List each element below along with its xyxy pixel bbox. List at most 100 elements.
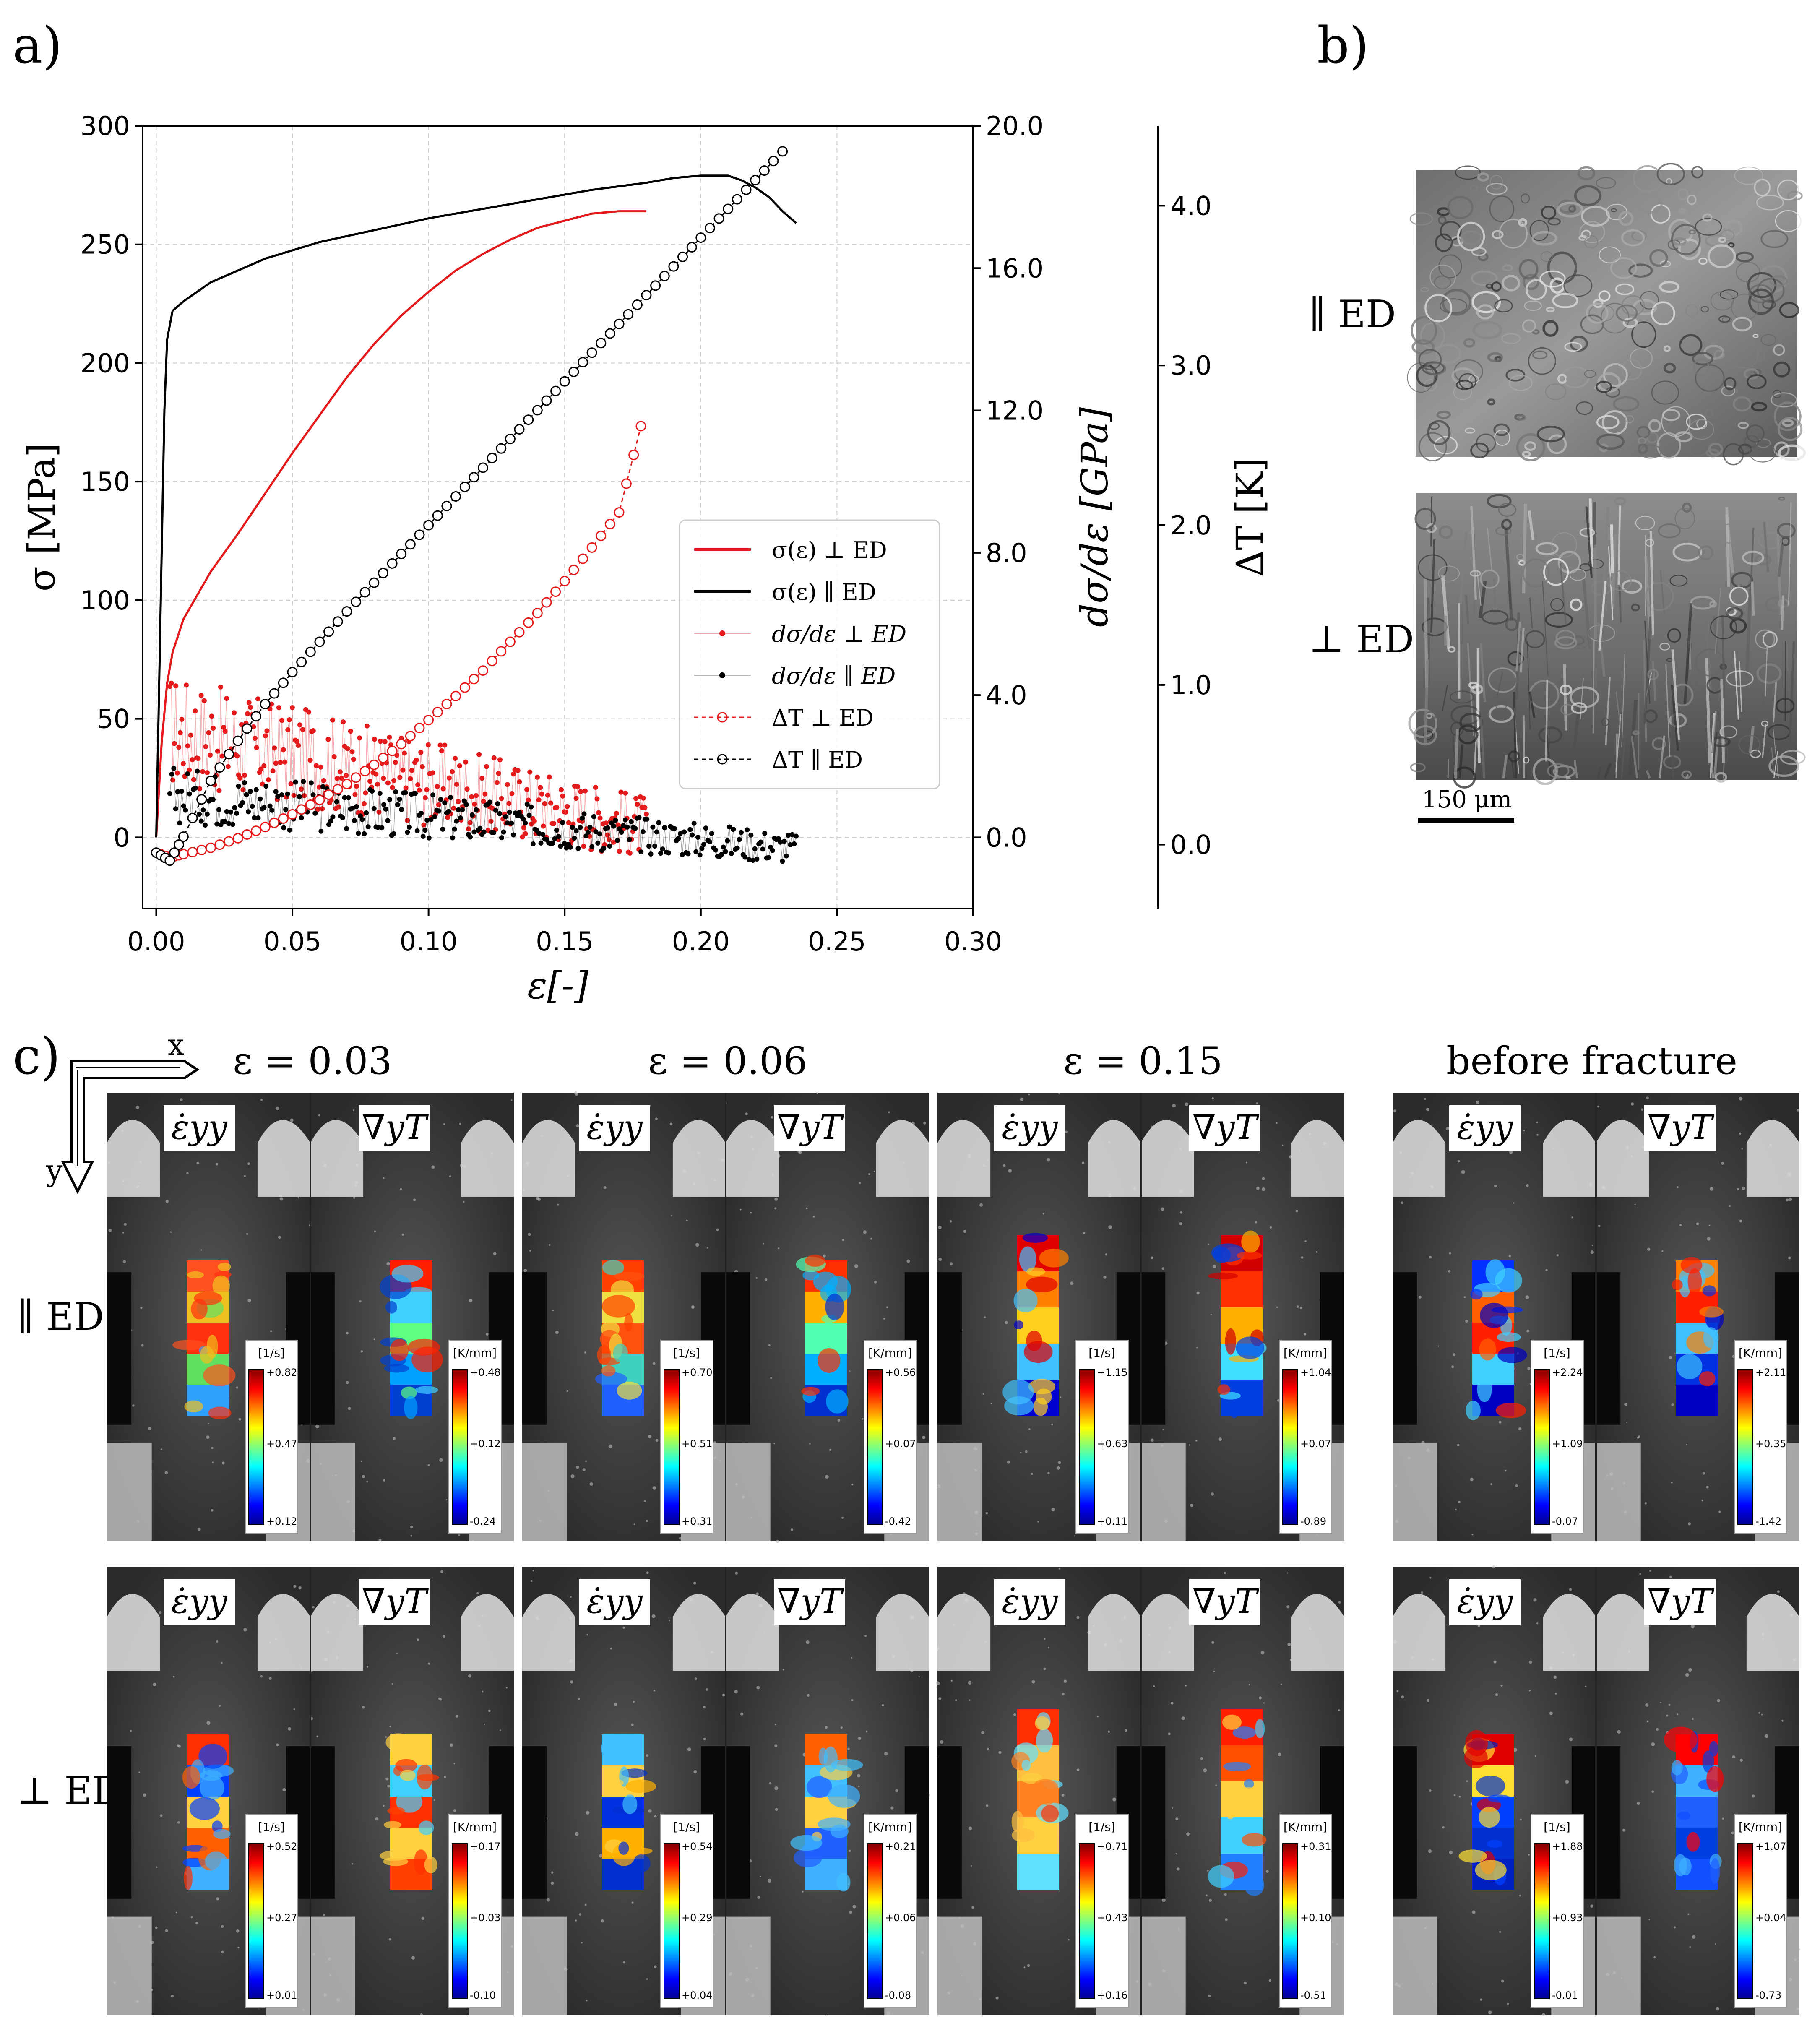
sem-streak bbox=[1527, 641, 1531, 729]
sem-dimple bbox=[1773, 344, 1785, 356]
sem-dimple bbox=[1601, 718, 1609, 726]
speckle bbox=[886, 1306, 888, 1308]
strain-rate-map bbox=[1458, 1730, 1514, 1890]
data-point bbox=[596, 530, 607, 541]
data-point bbox=[341, 606, 352, 617]
legend-entry-dsde-perp: dσ/dε ⊥ ED bbox=[694, 621, 906, 647]
data-point bbox=[248, 705, 253, 710]
speckle bbox=[1200, 1757, 1203, 1760]
data-point bbox=[305, 646, 316, 657]
speckle bbox=[1208, 1994, 1211, 1997]
sem-streak bbox=[1528, 691, 1536, 718]
speckle bbox=[229, 1837, 231, 1839]
map-blob bbox=[390, 1339, 409, 1361]
sem-streak bbox=[1487, 528, 1492, 570]
field-label-grad-box bbox=[1644, 1105, 1716, 1151]
data-point bbox=[488, 819, 494, 824]
speckle bbox=[979, 1203, 983, 1207]
colorbar-gradient bbox=[664, 1369, 680, 1525]
data-point bbox=[745, 827, 750, 833]
sem-dimple bbox=[1438, 525, 1453, 539]
data-point bbox=[240, 800, 245, 805]
map-blob bbox=[1038, 1780, 1057, 1805]
data-point bbox=[365, 824, 371, 830]
speckle bbox=[631, 1901, 634, 1904]
speckle bbox=[1153, 1685, 1155, 1687]
map-blob bbox=[1702, 1285, 1716, 1297]
data-point bbox=[376, 810, 382, 815]
data-point bbox=[287, 827, 292, 833]
data-point bbox=[299, 815, 304, 820]
data-point bbox=[509, 791, 515, 796]
speckle bbox=[1211, 1097, 1214, 1100]
sem-streak bbox=[1711, 711, 1717, 753]
map-blob bbox=[1687, 1268, 1702, 1295]
data-point bbox=[701, 842, 707, 847]
data-point bbox=[260, 699, 271, 710]
grip-bottom-left bbox=[310, 1916, 355, 2015]
sem-dimple bbox=[1599, 246, 1621, 263]
data-point bbox=[752, 846, 758, 851]
data-point bbox=[385, 818, 391, 823]
sem-dimple bbox=[1525, 630, 1545, 648]
speckle bbox=[1470, 1477, 1474, 1482]
sem-dimple bbox=[1550, 598, 1564, 611]
data-point bbox=[318, 764, 323, 770]
data-point bbox=[713, 213, 724, 224]
data-point bbox=[310, 792, 316, 797]
speckle bbox=[1276, 1306, 1278, 1308]
sem-dimple bbox=[1719, 523, 1739, 544]
data-point bbox=[558, 787, 564, 792]
data-point bbox=[255, 696, 261, 702]
data-point bbox=[695, 834, 701, 840]
speckle bbox=[1060, 1396, 1061, 1398]
map-blob bbox=[404, 1287, 432, 1297]
sem-dimple bbox=[1756, 663, 1782, 684]
sem-streak bbox=[1745, 588, 1752, 676]
data-point bbox=[468, 834, 473, 840]
colorbar-value: +0.35 bbox=[1755, 1438, 1786, 1450]
speckle bbox=[1476, 1100, 1480, 1104]
sem-streak bbox=[1765, 647, 1768, 697]
data-point bbox=[193, 785, 198, 791]
data-point bbox=[566, 820, 571, 825]
speckle bbox=[570, 1596, 572, 1598]
colorbar-value: +0.82 bbox=[266, 1367, 297, 1378]
speckle bbox=[1043, 1638, 1046, 1640]
data-point bbox=[178, 831, 189, 842]
sem-streak bbox=[1671, 708, 1675, 779]
sem-dimple bbox=[1787, 191, 1803, 201]
speckle bbox=[1453, 1353, 1456, 1356]
sem-streak bbox=[1723, 742, 1726, 779]
data-point bbox=[442, 800, 448, 806]
speckle bbox=[1280, 1683, 1282, 1685]
data-point bbox=[177, 820, 182, 826]
data-point bbox=[526, 797, 531, 803]
speckle bbox=[196, 1161, 199, 1165]
data-point bbox=[276, 705, 281, 711]
data-point bbox=[695, 232, 706, 243]
sem-dimple bbox=[1560, 684, 1572, 695]
map-blob bbox=[1465, 1730, 1488, 1756]
speckle bbox=[536, 1196, 540, 1200]
sem-dimple bbox=[1570, 702, 1587, 714]
sem-dimple bbox=[1673, 237, 1687, 246]
speckle bbox=[1622, 1828, 1626, 1832]
speckle bbox=[857, 1774, 861, 1778]
speckle bbox=[1710, 1187, 1713, 1191]
sem-streak bbox=[1430, 539, 1436, 633]
speckle bbox=[774, 1744, 778, 1747]
sem-dimple bbox=[1721, 229, 1735, 242]
sem-dimple bbox=[1773, 361, 1791, 378]
data-point bbox=[423, 520, 434, 531]
data-point bbox=[617, 849, 622, 854]
speckle bbox=[1732, 1755, 1735, 1759]
colorbar-value: +0.01 bbox=[266, 1989, 297, 2001]
sem-dimple bbox=[1420, 287, 1429, 292]
speckle bbox=[1660, 1702, 1661, 1703]
map-blob bbox=[614, 1271, 645, 1281]
speckle bbox=[1304, 1333, 1307, 1336]
speckle bbox=[173, 1676, 175, 1678]
map-blob bbox=[1236, 1336, 1265, 1359]
data-point bbox=[445, 815, 450, 820]
